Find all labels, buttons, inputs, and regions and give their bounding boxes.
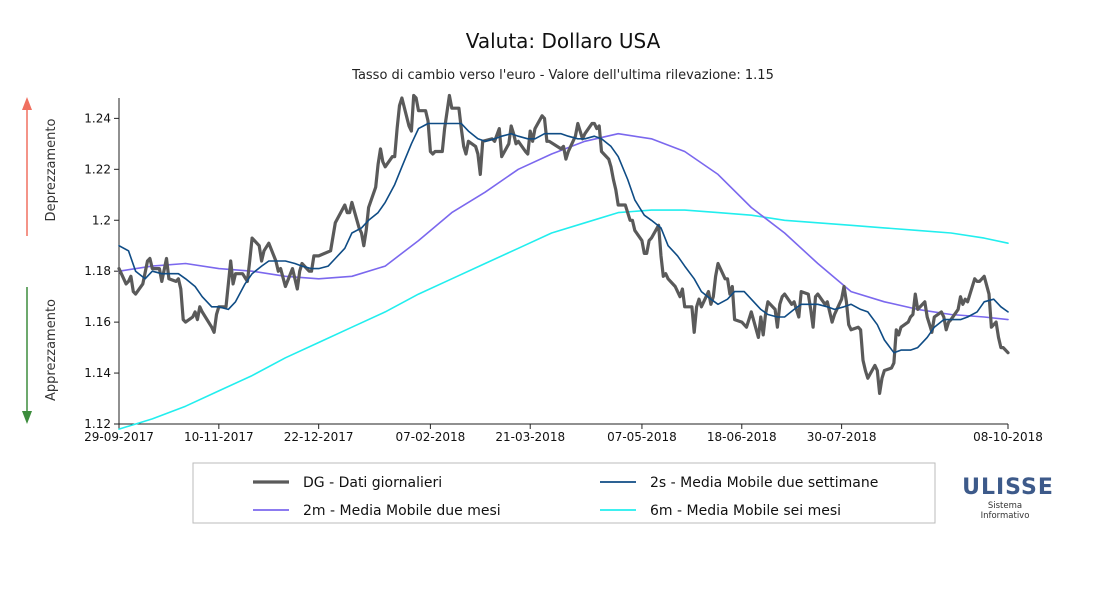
y-ticks: 1.12 1.14 1.16 1.18 1.2 1.22 1.24 bbox=[84, 111, 119, 431]
logo-title: ULISSE bbox=[962, 475, 1054, 500]
y-tick-label: 1.18 bbox=[84, 264, 111, 278]
depreciation-indicator: Deprezzamento bbox=[22, 97, 59, 236]
y-tick-label: 1.22 bbox=[84, 162, 111, 176]
logo-line2: Informativo bbox=[981, 511, 1030, 521]
legend-item-six-months[interactable]: 6m - Media Mobile sei mesi bbox=[600, 503, 841, 519]
y-tick-label: 1.2 bbox=[92, 213, 111, 227]
x-tick-label: 18-06-2018 bbox=[707, 430, 777, 444]
chart-subtitle: Tasso di cambio verso l'euro - Valore de… bbox=[351, 68, 774, 83]
ulisse-logo: ULISSE Sistema Informativo bbox=[962, 475, 1054, 521]
legend-label: DG - Dati giornalieri bbox=[303, 475, 442, 491]
legend-item-two-weeks[interactable]: 2s - Media Mobile due settimane bbox=[600, 475, 878, 491]
series-lines bbox=[117, 93, 1010, 430]
x-tick-label: 08-10-2018 bbox=[973, 430, 1043, 444]
x-tick-label: 30-07-2018 bbox=[807, 430, 877, 444]
x-tick-label: 29-09-2017 bbox=[84, 430, 154, 444]
legend: DG - Dati giornalieri 2s - Media Mobile … bbox=[192, 462, 936, 524]
x-ticks: 29-09-2017 10-11-2017 22-12-2017 07-02-2018… bbox=[84, 424, 1043, 444]
legend-box bbox=[192, 462, 936, 524]
x-tick-label: 10-11-2017 bbox=[184, 430, 254, 444]
x-tick-label: 22-12-2017 bbox=[284, 430, 354, 444]
y-tick-label: 1.16 bbox=[84, 315, 111, 329]
appreciation-indicator: Apprezzamento bbox=[22, 287, 59, 424]
x-tick-label: 07-05-2018 bbox=[607, 430, 677, 444]
chart-title: Valuta: Dollaro USA bbox=[466, 29, 661, 53]
x-tick-label: 21-03-2018 bbox=[495, 430, 565, 444]
daily-series-line bbox=[117, 93, 1010, 395]
x-tick-label: 07-02-2018 bbox=[396, 430, 466, 444]
legend-item-daily[interactable]: DG - Dati giornalieri bbox=[253, 475, 442, 491]
legend-item-two-months[interactable]: 2m - Media Mobile due mesi bbox=[253, 503, 501, 519]
up-arrow-icon bbox=[22, 97, 32, 110]
legend-label: 6m - Media Mobile sei mesi bbox=[650, 503, 841, 519]
legend-label: 2s - Media Mobile due settimane bbox=[650, 475, 878, 491]
logo-line1: Sistema bbox=[988, 501, 1022, 511]
down-arrow-icon bbox=[22, 411, 32, 424]
two-weeks-series-line bbox=[118, 122, 1009, 354]
y-tick-label: 1.24 bbox=[84, 111, 111, 125]
two-months-series-line bbox=[118, 132, 1009, 321]
legend-label: 2m - Media Mobile due mesi bbox=[303, 503, 501, 519]
six-months-series-line bbox=[118, 209, 1009, 430]
depreciation-label: Deprezzamento bbox=[44, 119, 59, 222]
axes bbox=[118, 98, 1008, 425]
y-tick-label: 1.12 bbox=[84, 417, 111, 431]
y-tick-label: 1.14 bbox=[84, 366, 111, 380]
appreciation-label: Apprezzamento bbox=[44, 299, 59, 401]
